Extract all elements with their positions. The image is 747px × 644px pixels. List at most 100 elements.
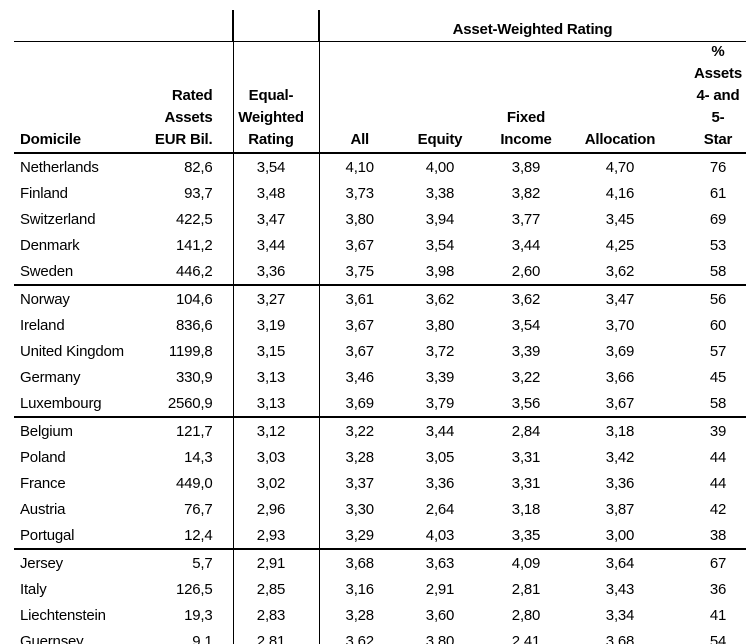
equal-weighted-rating-cell: 3,48 [233,180,320,206]
aw-fixed-income-cell: 2,41 [511,632,541,644]
rated-assets-cell: 446,2 [145,258,234,286]
aw-equity-cell: 3,44 [425,422,455,440]
table-row: Portugal 12,4 2,93 3,29 4,03 3,35 3,00 3… [14,522,746,550]
aw-equity-cell: 3,39 [425,368,455,386]
ratings-table: Domicile Rated Assets EUR Bil. Equal- We… [14,41,746,644]
pct-4-5-star-cell: 36 [709,580,727,598]
aw-all-cell: 3,28 [345,606,375,624]
equal-weighted-rating-cell: 3,13 [233,364,320,390]
aw-fixed-income-cell: 3,35 [480,522,572,550]
table-row: United Kingdom 1199,8 3,15 3,67 3,72 3,3… [14,338,746,364]
aw-fixed-income-cell: 3,89 [511,158,541,176]
equal-weighted-rating-cell: 2,81 [233,628,320,644]
table-row: Guernsey 9,1 2,81 3,62 3,80 2,41 3,68 54 [14,628,746,644]
aw-all-cell: 3,46 [345,368,375,386]
equal-weighted-rating-cell: 3,44 [233,232,320,258]
rated-assets-cell: 93,7 [145,180,234,206]
equal-weighted-rating-cell: 3,47 [233,206,320,232]
aw-all-cell: 3,80 [345,210,375,228]
column-divider-line [318,10,320,41]
header-row: Domicile Rated Assets EUR Bil. Equal- We… [14,41,746,154]
aw-equity-cell: 3,98 [400,258,480,286]
table-row: Belgium 121,7 3,12 3,22 3,44 2,84 3,18 3… [14,417,746,444]
pct-4-5-star-cell: 44 [709,474,727,492]
domicile-cell: Austria [20,500,66,518]
aw-allocation-cell: 3,00 [572,522,668,550]
equal-weighted-rating-cell: 2,91 [233,549,320,576]
aw-allocation-cell: 3,66 [605,368,635,386]
aw-fixed-income-cell: 3,44 [511,236,541,254]
equal-weighted-rating-cell: 3,13 [233,390,320,418]
aw-allocation-cell: 3,34 [605,606,635,624]
table-row: Italy 126,5 2,85 3,16 2,91 2,81 3,43 36 [14,576,746,602]
equal-weighted-rating-cell: 2,93 [233,522,320,550]
domicile-cell: Finland [20,184,68,202]
table-row: Liechtenstein 19,3 2,83 3,28 3,60 2,80 3… [14,602,746,628]
pct-4-5-star-cell: 56 [709,290,727,308]
pct-4-5-star-cell: 58 [668,258,746,286]
domicile-cell: Belgium [20,422,73,440]
col-header-allocation: Allocation [572,41,668,154]
aw-all-cell: 3,61 [345,290,375,308]
table-row: Netherlands 82,6 3,54 4,10 4,00 3,89 4,7… [14,153,746,180]
table-row: France 449,0 3,02 3,37 3,36 3,31 3,36 44 [14,470,746,496]
rated-assets-cell: 5,7 [145,549,234,576]
rated-assets-cell: 1199,8 [145,338,234,364]
aw-allocation-cell: 3,68 [605,632,635,644]
rated-assets-cell: 121,7 [145,417,234,444]
aw-allocation-cell: 3,18 [605,422,635,440]
domicile-cell: Netherlands [20,158,99,176]
aw-all-cell: 3,16 [345,580,375,598]
aw-equity-cell: 3,63 [425,554,455,572]
aw-allocation-cell: 3,62 [572,258,668,286]
domicile-cell: Norway [20,290,70,308]
rated-assets-cell: 104,6 [145,285,234,312]
domicile-cell: Switzerland [20,210,96,228]
aw-all-cell: 3,68 [345,554,375,572]
pct-4-5-star-cell: 44 [709,448,727,466]
pct-4-5-star-cell: 60 [709,316,727,334]
aw-fixed-income-cell: 2,81 [511,580,541,598]
equal-weighted-rating-cell: 3,12 [233,417,320,444]
domicile-cell: Guernsey [20,632,84,644]
table-row: Finland 93,7 3,48 3,73 3,38 3,82 4,16 61 [14,180,746,206]
col-header-all: All [319,41,400,154]
group-header-band: Asset-Weighted Rating [14,0,746,42]
aw-equity-cell: 2,64 [425,500,455,518]
aw-allocation-cell: 4,70 [605,158,635,176]
aw-allocation-cell: 3,70 [605,316,635,334]
equal-weighted-rating-cell: 2,96 [233,496,320,522]
pct-4-5-star-cell: 76 [709,158,727,176]
rated-assets-cell: 126,5 [145,576,234,602]
equal-weighted-rating-cell: 2,83 [233,602,320,628]
aw-all-cell: 4,10 [345,158,375,176]
pct-4-5-star-cell: 57 [709,342,727,360]
equal-weighted-rating-cell: 2,85 [233,576,320,602]
table-row: Jersey 5,7 2,91 3,68 3,63 4,09 3,64 67 [14,549,746,576]
domicile-cell: Luxembourg [14,390,145,418]
domicile-cell: Sweden [14,258,145,286]
aw-all-cell: 3,37 [345,474,375,492]
domicile-cell: Denmark [20,236,80,254]
aw-equity-cell: 3,60 [425,606,455,624]
aw-all-cell: 3,28 [345,448,375,466]
equal-weighted-rating-cell: 3,02 [233,470,320,496]
aw-equity-cell: 3,72 [425,342,455,360]
aw-all-cell: 3,67 [345,342,375,360]
table-row: Sweden 446,2 3,36 3,75 3,98 2,60 3,62 58 [14,258,746,286]
aw-fixed-income-cell: 3,56 [480,390,572,418]
aw-fixed-income-cell: 2,80 [511,606,541,624]
aw-fixed-income-cell: 3,82 [511,184,541,202]
aw-fixed-income-cell: 3,39 [511,342,541,360]
aw-all-cell: 3,62 [345,632,375,644]
pct-4-5-star-cell: 53 [709,236,727,254]
equal-weighted-rating-cell: 3,15 [233,338,320,364]
pct-4-5-star-cell: 69 [709,210,727,228]
table-row: Luxembourg 2560,9 3,13 3,69 3,79 3,56 3,… [14,390,746,418]
aw-equity-cell: 3,05 [425,448,455,466]
aw-fixed-income-cell: 4,09 [511,554,541,572]
aw-all-cell: 3,30 [345,500,375,518]
table-row: Denmark 141,2 3,44 3,67 3,54 3,44 4,25 5… [14,232,746,258]
aw-allocation-cell: 3,43 [605,580,635,598]
